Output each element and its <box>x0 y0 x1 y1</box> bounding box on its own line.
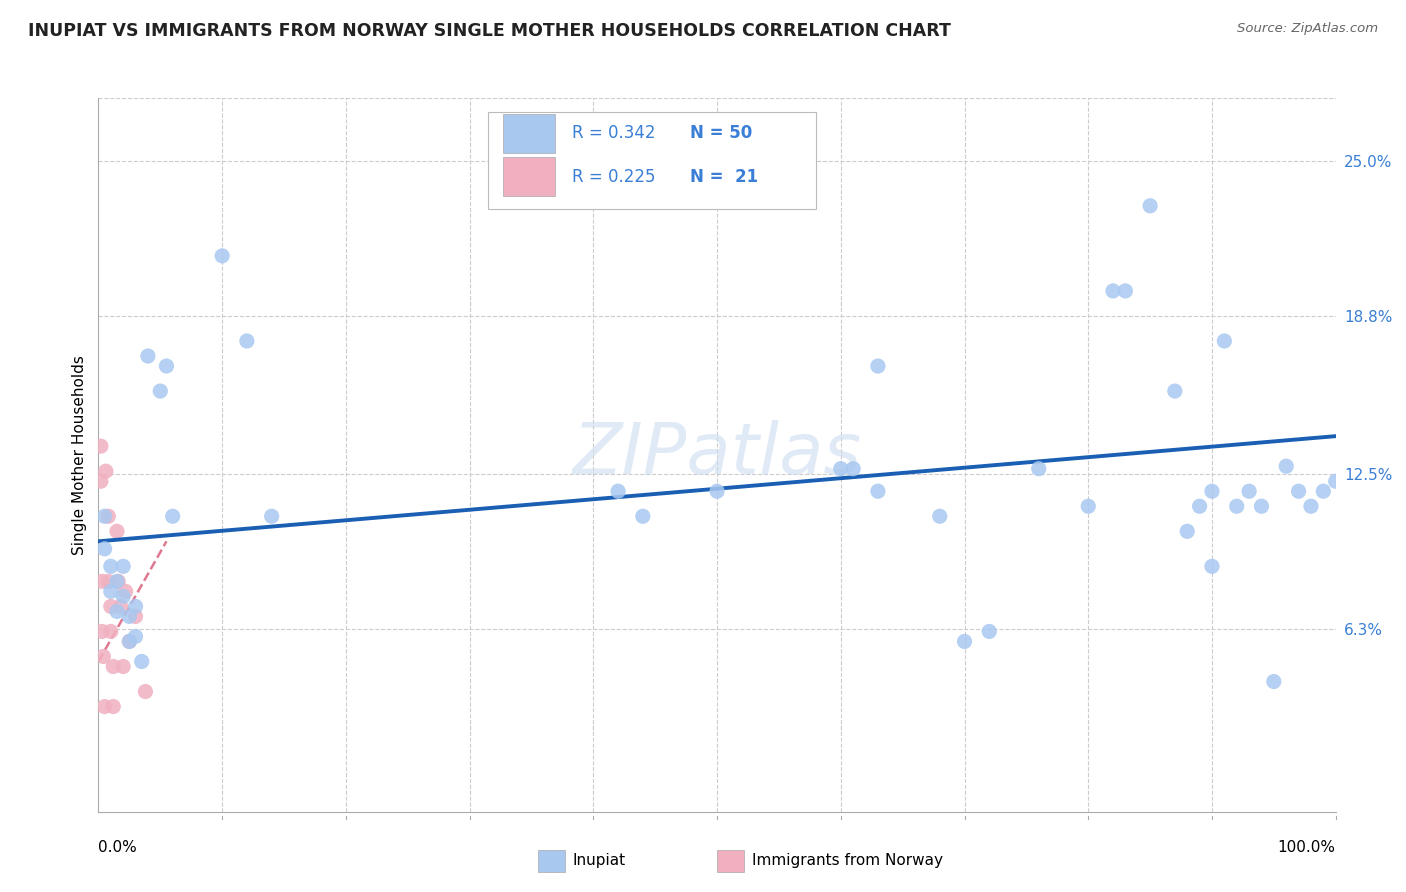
Text: N = 50: N = 50 <box>690 124 752 142</box>
Point <box>118 609 141 624</box>
Point <box>1299 500 1322 514</box>
Point <box>114 584 136 599</box>
Point <box>105 604 128 618</box>
Point <box>100 559 122 574</box>
Point <box>118 634 141 648</box>
Point <box>866 359 889 373</box>
Point <box>90 474 112 488</box>
Point <box>1028 461 1050 475</box>
Point <box>112 559 135 574</box>
Point <box>105 574 128 589</box>
Point <box>211 249 233 263</box>
Point <box>928 509 950 524</box>
Text: R = 0.342: R = 0.342 <box>572 124 655 142</box>
Point <box>100 584 122 599</box>
Point <box>1164 384 1187 398</box>
Point <box>842 461 865 475</box>
Point <box>155 359 177 373</box>
Point <box>110 599 132 614</box>
FancyBboxPatch shape <box>488 112 815 209</box>
Point <box>131 655 153 669</box>
Point <box>94 464 117 478</box>
Point <box>93 699 115 714</box>
Point <box>953 634 976 648</box>
Point <box>134 684 156 698</box>
Point <box>118 634 141 648</box>
Text: INUPIAT VS IMMIGRANTS FROM NORWAY SINGLE MOTHER HOUSEHOLDS CORRELATION CHART: INUPIAT VS IMMIGRANTS FROM NORWAY SINGLE… <box>28 22 950 40</box>
Point <box>236 334 259 348</box>
Point <box>1201 484 1223 499</box>
Point <box>1188 500 1211 514</box>
Point <box>1114 284 1136 298</box>
Text: N =  21: N = 21 <box>690 168 758 186</box>
Point <box>162 509 184 524</box>
Point <box>93 509 115 524</box>
Point <box>100 599 122 614</box>
Text: Immigrants from Norway: Immigrants from Norway <box>752 854 942 869</box>
Point <box>1077 500 1099 514</box>
Point <box>1312 484 1334 499</box>
Point <box>1288 484 1310 499</box>
Text: ZIPatlas: ZIPatlas <box>572 420 862 490</box>
Point <box>1175 524 1198 539</box>
Point <box>112 659 135 673</box>
Point <box>97 509 120 524</box>
Point <box>1237 484 1260 499</box>
Bar <box>717 849 744 872</box>
Point <box>149 384 172 398</box>
Text: Inupiat: Inupiat <box>572 854 626 869</box>
Bar <box>503 113 555 153</box>
Point <box>105 524 128 539</box>
Point <box>112 590 135 604</box>
Point <box>1213 334 1236 348</box>
Point <box>124 609 146 624</box>
Point <box>706 484 728 499</box>
Point <box>1201 559 1223 574</box>
Text: R = 0.225: R = 0.225 <box>572 168 655 186</box>
Bar <box>537 849 565 872</box>
Point <box>107 574 129 589</box>
Point <box>1102 284 1125 298</box>
Point <box>100 624 122 639</box>
Point <box>631 509 654 524</box>
Point <box>93 649 115 664</box>
Point <box>260 509 283 524</box>
Text: 0.0%: 0.0% <box>98 840 138 855</box>
Point <box>979 624 1001 639</box>
Y-axis label: Single Mother Households: Single Mother Households <box>72 355 87 555</box>
Point <box>866 484 889 499</box>
Point <box>1275 459 1298 474</box>
Point <box>91 574 114 589</box>
Point <box>103 659 125 673</box>
Point <box>1324 474 1347 488</box>
Point <box>1263 674 1285 689</box>
Point <box>91 624 114 639</box>
Point <box>124 599 146 614</box>
Point <box>93 541 115 556</box>
Point <box>97 574 120 589</box>
Point <box>136 349 159 363</box>
Point <box>1139 199 1161 213</box>
Point <box>124 630 146 644</box>
Bar <box>503 157 555 196</box>
Text: 100.0%: 100.0% <box>1278 840 1336 855</box>
Point <box>103 699 125 714</box>
Point <box>1250 500 1272 514</box>
Point <box>830 461 852 475</box>
Point <box>607 484 630 499</box>
Point <box>1226 500 1249 514</box>
Point <box>90 439 112 453</box>
Text: Source: ZipAtlas.com: Source: ZipAtlas.com <box>1237 22 1378 36</box>
